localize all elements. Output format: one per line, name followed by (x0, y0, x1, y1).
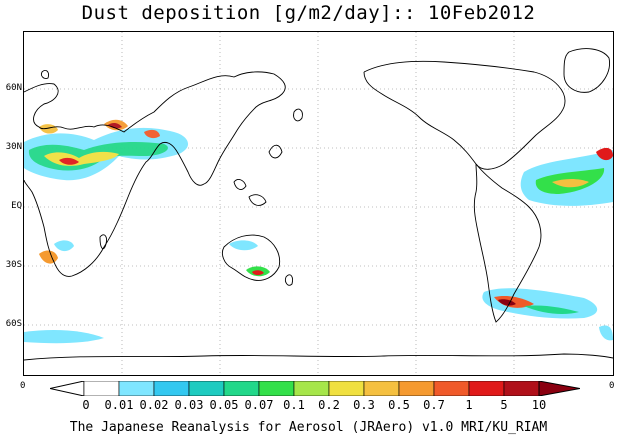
colorbar-seg-5 (223, 381, 260, 396)
left-edge-label: 0 (20, 381, 26, 391)
colorbar-tick: 0.7 (423, 398, 445, 412)
colorbar-seg-3 (153, 381, 190, 396)
colorbar-over-triangle (538, 381, 580, 396)
world-map (24, 32, 613, 375)
colorbar-tick: 0 (82, 398, 90, 412)
colorbar-tick-labels: 0 0.01 0.02 0.03 0.05 0.07 0.1 0.2 0.3 0… (0, 398, 617, 412)
colorbar-under-triangle (50, 381, 85, 396)
footer-credit: The Japanese Reanalysis for Aerosol (JRA… (69, 420, 548, 435)
dust-field-southern-ocean (24, 325, 613, 344)
colorbar-tick: 0.2 (318, 398, 340, 412)
colorbar-tick: 0.05 (209, 398, 239, 412)
colorbar-seg-13 (503, 381, 540, 396)
colorbar-tick: 0.03 (174, 398, 204, 412)
map-panel (23, 31, 614, 376)
lat-label-30s: 30S (5, 260, 22, 270)
colorbar-seg-4 (188, 381, 225, 396)
colorbar-tick: 0.1 (283, 398, 305, 412)
colorbar-tick: 10 (531, 398, 547, 412)
colorbar-seg-7 (293, 381, 330, 396)
colorbar-tick: 5 (500, 398, 508, 412)
lat-label-60n: 60N (5, 83, 22, 93)
colorbar-seg-9 (363, 381, 400, 396)
colorbar-seg-1 (83, 381, 120, 396)
map-title: Dust deposition [g/m2/day]:: 10Feb2012 (81, 2, 536, 24)
lat-label-eq: EQ (11, 201, 22, 211)
colorbar (50, 381, 580, 396)
colorbar-seg-10 (398, 381, 435, 396)
lat-label-60s: 60S (5, 319, 22, 329)
right-edge-label: 0 (609, 381, 615, 391)
colorbar-tick: 1 (465, 398, 473, 412)
dust-field-south-africa (39, 240, 74, 264)
coastlines (24, 48, 613, 361)
lat-label-30n: 30N (5, 142, 22, 152)
colorbar-tick: 0.01 (104, 398, 134, 412)
colorbar-seg-8 (328, 381, 365, 396)
dust-field-sahara-arabia (24, 119, 189, 181)
colorbar-seg-11 (433, 381, 470, 396)
colorbar-tick: 0.3 (353, 398, 375, 412)
dust-field-patagonia (482, 288, 598, 319)
dust-field-australia (229, 240, 270, 277)
colorbar-seg-2 (118, 381, 155, 396)
colorbar-seg-6 (258, 381, 295, 396)
colorbar-tick: 0.02 (139, 398, 169, 412)
colorbar-tick: 0.07 (244, 398, 274, 412)
colorbar-seg-12 (468, 381, 505, 396)
dust-field-atlantic (520, 147, 613, 206)
colorbar-tick: 0.5 (388, 398, 410, 412)
